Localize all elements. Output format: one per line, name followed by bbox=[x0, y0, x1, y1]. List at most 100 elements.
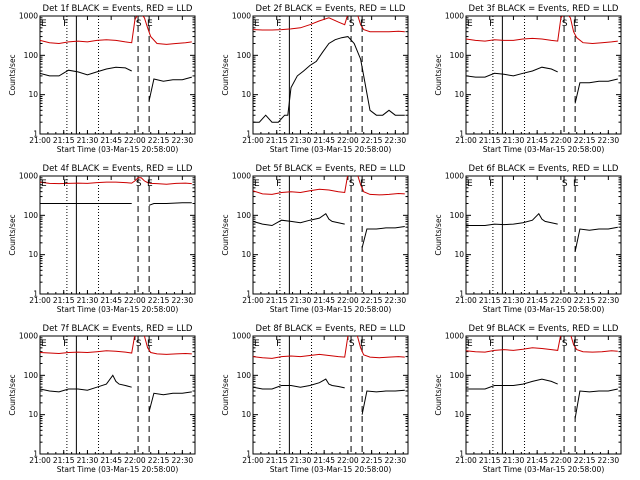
x-tick-label: 22:30 bbox=[385, 296, 407, 305]
x-tick-label: 21:00 bbox=[29, 296, 51, 305]
y-tick-label: 1 bbox=[33, 290, 38, 299]
x-tick-label: 21:45 bbox=[100, 456, 122, 465]
series-line bbox=[466, 66, 618, 104]
x-axis-label: Start Time (03-Mar-15 20:58:00) bbox=[57, 305, 179, 314]
interval-label: S bbox=[562, 179, 568, 189]
x-tick-label: 21:00 bbox=[29, 456, 51, 465]
plot-frame bbox=[39, 15, 196, 135]
x-tick-label: 21:15 bbox=[266, 456, 288, 465]
x-axis-label: Start Time (03-Mar-15 20:58:00) bbox=[483, 305, 605, 314]
interval-label: E bbox=[573, 339, 579, 349]
interval-label: S bbox=[349, 19, 355, 29]
y-tick-label: 100 bbox=[450, 371, 465, 380]
y-tick-label: 1000 bbox=[19, 332, 38, 341]
series-group bbox=[466, 212, 618, 252]
x-tick-label: 21:15 bbox=[479, 456, 501, 465]
x-tick-label: 22:30 bbox=[598, 456, 620, 465]
interval-label: E bbox=[360, 179, 366, 189]
y-tick-label: 1 bbox=[33, 450, 38, 459]
y-tick-label: 10 bbox=[28, 410, 38, 419]
series-line bbox=[40, 177, 192, 185]
interval-label: S bbox=[562, 19, 568, 29]
series-line bbox=[40, 374, 192, 412]
y-tick-label: 1 bbox=[459, 450, 464, 459]
y-tick-label: 100 bbox=[24, 51, 39, 60]
series-group bbox=[40, 177, 192, 206]
panel-title: Det 5f BLACK = Events, RED = LLD bbox=[256, 164, 406, 174]
x-axis-label: Start Time (03-Mar-15 20:58:00) bbox=[57, 145, 179, 154]
panel-det9: Det 9f BLACK = Events, RED = LLD 1 10 100 10… bbox=[434, 324, 622, 474]
series-line bbox=[253, 336, 405, 359]
x-tick-label: 21:30 bbox=[503, 296, 525, 305]
x-tick-label: 21:30 bbox=[290, 456, 312, 465]
y-tick-label: 1000 bbox=[232, 172, 251, 181]
series-line bbox=[40, 202, 192, 206]
series-line bbox=[466, 212, 618, 252]
series-line bbox=[253, 378, 405, 415]
x-tick-label: 22:00 bbox=[337, 456, 359, 465]
x-tick-label: 22:00 bbox=[550, 456, 572, 465]
x-tick-label: 22:15 bbox=[574, 456, 596, 465]
x-axis-label: Start Time (03-Mar-15 20:58:00) bbox=[483, 145, 605, 154]
interval-label: E bbox=[360, 19, 366, 29]
series-line bbox=[40, 66, 192, 101]
series-line bbox=[253, 176, 405, 196]
interval-label: E bbox=[360, 339, 366, 349]
series-group bbox=[253, 336, 405, 415]
y-axis-label: Counts/sec bbox=[434, 54, 443, 95]
x-tick-label: 22:30 bbox=[172, 136, 194, 145]
panel-det7: Det 7f BLACK = Events, RED = LLD 1 10 100 10… bbox=[8, 324, 196, 474]
y-tick-label: 1000 bbox=[232, 332, 251, 341]
y-axis-label: Counts/sec bbox=[434, 374, 443, 415]
interval-label: F bbox=[63, 179, 68, 189]
interval-label: F bbox=[63, 339, 68, 349]
x-tick-label: 22:30 bbox=[172, 456, 194, 465]
y-axis-label: Counts/sec bbox=[221, 374, 230, 415]
x-tick-label: 21:15 bbox=[479, 296, 501, 305]
x-tick-label: 21:15 bbox=[479, 136, 501, 145]
y-tick-label: 1000 bbox=[19, 12, 38, 21]
x-axis-label: Start Time (03-Mar-15 20:58:00) bbox=[57, 465, 179, 474]
panel-title: Det 6f BLACK = Events, RED = LLD bbox=[469, 164, 619, 174]
plot-frame bbox=[252, 175, 409, 295]
x-tick-label: 22:15 bbox=[361, 296, 383, 305]
interval-label: F bbox=[276, 179, 281, 189]
panel-title: Det 8f BLACK = Events, RED = LLD bbox=[256, 324, 406, 334]
interval-label: E bbox=[147, 19, 153, 29]
interval-label: E bbox=[467, 179, 473, 189]
panel-det5: Det 5f BLACK = Events, RED = LLD 1 10 100 10… bbox=[221, 164, 409, 314]
x-tick-label: 21:00 bbox=[455, 136, 477, 145]
x-tick-label: 21:00 bbox=[455, 296, 477, 305]
x-tick-label: 22:00 bbox=[550, 296, 572, 305]
series-line bbox=[466, 16, 618, 45]
interval-label: E bbox=[467, 19, 473, 29]
x-tick-label: 21:15 bbox=[53, 136, 75, 145]
y-axis-label: Counts/sec bbox=[221, 214, 230, 255]
y-axis-label: Counts/sec bbox=[8, 374, 17, 415]
y-tick-label: 1000 bbox=[445, 332, 464, 341]
x-tick-label: 21:45 bbox=[313, 136, 335, 145]
series-group bbox=[253, 16, 405, 123]
plot-frame bbox=[465, 175, 622, 295]
series-line bbox=[253, 16, 405, 33]
interval-label: E bbox=[147, 339, 153, 349]
x-tick-label: 21:15 bbox=[266, 296, 288, 305]
series-group bbox=[466, 16, 618, 104]
interval-label: S bbox=[136, 339, 142, 349]
y-tick-label: 10 bbox=[454, 90, 464, 99]
y-tick-label: 1000 bbox=[232, 12, 251, 21]
x-tick-label: 21:45 bbox=[526, 456, 548, 465]
interval-label: F bbox=[489, 179, 494, 189]
series-line bbox=[466, 378, 618, 419]
x-tick-label: 21:45 bbox=[100, 296, 122, 305]
x-tick-label: 21:45 bbox=[526, 136, 548, 145]
x-tick-label: 22:30 bbox=[172, 296, 194, 305]
x-tick-label: 21:30 bbox=[503, 456, 525, 465]
x-tick-label: 22:00 bbox=[337, 136, 359, 145]
plot-frame bbox=[465, 335, 622, 455]
y-tick-label: 10 bbox=[454, 250, 464, 259]
interval-label: E bbox=[41, 339, 47, 349]
series-line bbox=[40, 336, 192, 355]
x-tick-label: 21:30 bbox=[290, 296, 312, 305]
interval-label: S bbox=[136, 179, 142, 189]
